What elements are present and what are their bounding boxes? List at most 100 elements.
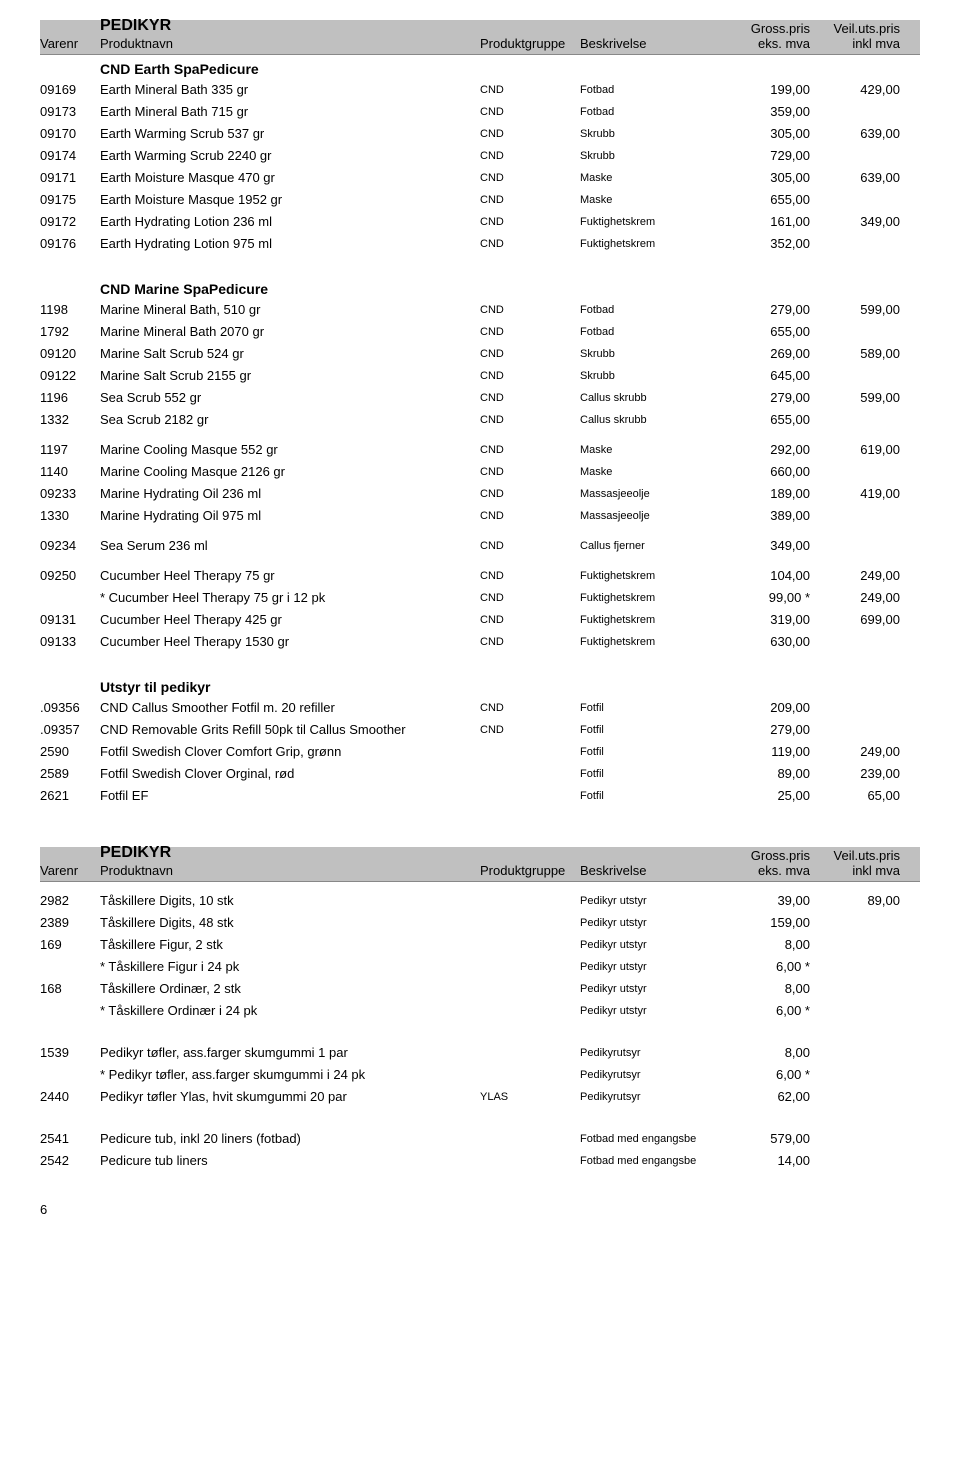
cell-veil xyxy=(810,365,904,387)
table-row: 169Tåskillere Figur, 2 stkPedikyr utstyr… xyxy=(40,934,920,956)
cell-gross: 104,00 xyxy=(720,565,810,587)
cell-name: Fotfil Swedish Clover Comfort Grip, grøn… xyxy=(100,741,480,763)
cell-name: Marine Cooling Masque 552 gr xyxy=(100,439,480,461)
cell-name: Sea Scrub 552 gr xyxy=(100,387,480,409)
cell-desc: Fuktighetskrem xyxy=(580,233,720,255)
cell-varenr xyxy=(40,1064,100,1086)
cell-name: Tåskillere Digits, 10 stk xyxy=(100,890,480,912)
cell-varenr: 1196 xyxy=(40,387,100,409)
cell-name: Sea Serum 236 ml xyxy=(100,535,480,557)
cell-veil: 349,00 xyxy=(810,211,904,233)
cell-varenr: 1330 xyxy=(40,505,100,527)
cell-veil xyxy=(810,189,904,211)
cell-gross: 159,00 xyxy=(720,912,810,934)
cell-group xyxy=(480,912,580,934)
cell-gross: 99,00 * xyxy=(720,587,810,609)
cell-name: Pedikyr tøfler Ylas, hvit skumgummi 20 p… xyxy=(100,1086,480,1108)
cell-veil xyxy=(810,535,904,557)
cell-desc: Maske xyxy=(580,439,720,461)
table-row: 09250Cucumber Heel Therapy 75 grCNDFukti… xyxy=(40,565,920,587)
cell-group: CND xyxy=(480,211,580,233)
table-row: 2541Pedicure tub, inkl 20 liners (fotbad… xyxy=(40,1128,920,1150)
cell-group xyxy=(480,890,580,912)
cell-name: Marine Salt Scrub 524 gr xyxy=(100,343,480,365)
cell-group: CND xyxy=(480,387,580,409)
cell-desc: Pedikyr utstyr xyxy=(580,934,720,956)
cell-name: Tåskillere Ordinær, 2 stk xyxy=(100,978,480,1000)
cell-name: Marine Salt Scrub 2155 gr xyxy=(100,365,480,387)
cell-varenr: 2542 xyxy=(40,1150,100,1172)
cell-group: CND xyxy=(480,145,580,167)
cell-veil xyxy=(810,1150,904,1172)
cell-veil xyxy=(810,233,904,255)
cell-name: Pedikyr tøfler, ass.farger skumgummi 1 p… xyxy=(100,1042,480,1064)
cell-veil xyxy=(810,1000,904,1022)
hdr-veil2: inkl mva xyxy=(810,36,900,51)
table-row: 2440Pedikyr tøfler Ylas, hvit skumgummi … xyxy=(40,1086,920,1108)
cell-veil xyxy=(810,461,904,483)
cell-group xyxy=(480,1150,580,1172)
table-row: 09169Earth Mineral Bath 335 grCNDFotbad1… xyxy=(40,79,920,101)
cell-desc: Pedikyr utstyr xyxy=(580,978,720,1000)
cell-gross: 39,00 xyxy=(720,890,810,912)
hdr-name: Produktnavn xyxy=(100,36,480,51)
cell-group: CND xyxy=(480,631,580,653)
section-cnd-earth: CND Earth SpaPedicure xyxy=(100,61,920,77)
cell-varenr: 09250 xyxy=(40,565,100,587)
cell-desc: Pedikyrutsyr xyxy=(580,1064,720,1086)
cell-veil xyxy=(810,321,904,343)
table-row: 1792Marine Mineral Bath 2070 grCNDFotbad… xyxy=(40,321,920,343)
cell-veil: 639,00 xyxy=(810,123,904,145)
table-row: 2589Fotfil Swedish Clover Orginal, rødFo… xyxy=(40,763,920,785)
cell-veil: 239,00 xyxy=(810,763,904,785)
cell-group: CND xyxy=(480,697,580,719)
cell-name: Marine Hydrating Oil 236 ml xyxy=(100,483,480,505)
table-row: * Cucumber Heel Therapy 75 gr i 12 pkCND… xyxy=(40,587,920,609)
cell-veil: 419,00 xyxy=(810,483,904,505)
cell-desc: Pedikyr utstyr xyxy=(580,890,720,912)
cell-veil: 639,00 xyxy=(810,167,904,189)
cell-gross: 6,00 * xyxy=(720,1064,810,1086)
cell-varenr: 1332 xyxy=(40,409,100,431)
cell-name: Tåskillere Figur, 2 stk xyxy=(100,934,480,956)
cell-varenr: 09171 xyxy=(40,167,100,189)
cell-gross: 279,00 xyxy=(720,387,810,409)
cell-name: Cucumber Heel Therapy 75 gr xyxy=(100,565,480,587)
cell-name: Pedicure tub, inkl 20 liners (fotbad) xyxy=(100,1128,480,1150)
cell-veil: 65,00 xyxy=(810,785,904,807)
table-row: 168Tåskillere Ordinær, 2 stkPedikyr utst… xyxy=(40,978,920,1000)
cell-gross: 199,00 xyxy=(720,79,810,101)
cell-gross: 352,00 xyxy=(720,233,810,255)
cell-desc: Fotfil xyxy=(580,785,720,807)
cell-gross: 655,00 xyxy=(720,321,810,343)
cell-desc: Fotfil xyxy=(580,697,720,719)
cell-varenr: .09357 xyxy=(40,719,100,741)
cell-gross: 660,00 xyxy=(720,461,810,483)
cell-veil xyxy=(810,631,904,653)
cell-veil: 589,00 xyxy=(810,343,904,365)
cell-varenr: 1539 xyxy=(40,1042,100,1064)
cell-gross: 305,00 xyxy=(720,123,810,145)
cell-veil xyxy=(810,1042,904,1064)
table-row: 09233Marine Hydrating Oil 236 mlCNDMassa… xyxy=(40,483,920,505)
cell-name: Earth Mineral Bath 715 gr xyxy=(100,101,480,123)
cell-desc: Callus fjerner xyxy=(580,535,720,557)
cell-gross: 119,00 xyxy=(720,741,810,763)
cell-name: * Tåskillere Ordinær i 24 pk xyxy=(100,1000,480,1022)
hdr-group: Produktgruppe xyxy=(480,36,580,51)
cell-group: CND xyxy=(480,439,580,461)
cell-name: * Tåskillere Figur i 24 pk xyxy=(100,956,480,978)
cell-gross: 305,00 xyxy=(720,167,810,189)
cell-varenr: 09169 xyxy=(40,79,100,101)
cell-group xyxy=(480,1128,580,1150)
table-row: 2590Fotfil Swedish Clover Comfort Grip, … xyxy=(40,741,920,763)
cell-varenr: 09233 xyxy=(40,483,100,505)
cell-group: CND xyxy=(480,233,580,255)
cell-gross: 8,00 xyxy=(720,978,810,1000)
cell-desc: Maske xyxy=(580,189,720,211)
cell-desc: Callus skrubb xyxy=(580,387,720,409)
cell-varenr: 1198 xyxy=(40,299,100,321)
cell-gross: 349,00 xyxy=(720,535,810,557)
cell-desc: Fuktighetskrem xyxy=(580,587,720,609)
cell-desc: Fotbad xyxy=(580,101,720,123)
